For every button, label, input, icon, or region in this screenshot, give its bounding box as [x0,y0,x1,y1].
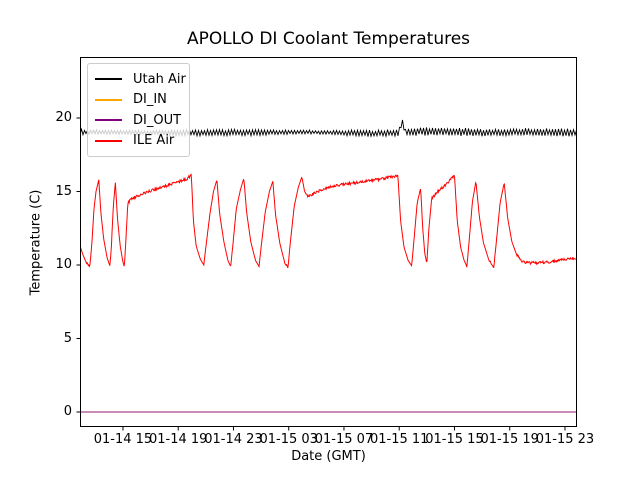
x-tick-label: 01-15 15 [425,432,484,447]
x-tick-label: 01-14 19 [148,432,208,447]
legend-label: DI_IN [133,92,167,108]
x-tick-label: 01-14 15 [93,432,153,447]
y-tick-label: 10 [55,257,72,272]
x-tick-label: 01-15 11 [369,432,429,447]
di-out-line-swatch [95,119,122,122]
x-tick-label: 01-15 03 [259,432,318,447]
x-tick-label: 01-15 07 [314,432,374,447]
legend-entry-di-out: DI_OUT [95,110,189,131]
x-axis-label: Date (GMT) [291,449,366,464]
y-tick-label: 20 [55,110,72,125]
legend-entry-di-in: DI_IN [95,90,189,111]
legend-label: Utah Air [133,71,186,87]
di-in-line-swatch [95,98,122,101]
series-line-ile-air [80,173,577,269]
axis-tick-marks [76,117,566,431]
y-tick-label: 0 [63,404,72,419]
axes-frame [80,57,577,427]
legend-label: ILE Air [133,133,175,149]
x-tick-label: 01-14 23 [204,432,263,447]
y-tick-label: 15 [55,183,72,199]
utah-air-line-swatch [95,78,122,81]
legend-box: Utah Air DI_IN DI_OUT ILE Air [87,63,190,157]
ile-air-line-swatch [95,139,122,142]
y-tick-label: 5 [63,330,72,346]
legend-label: DI_OUT [133,112,182,128]
chart-title: APOLLO DI Coolant Temperatures [186,29,471,49]
x-tick-label: 01-15 23 [535,432,595,447]
x-tick-label: 01-15 19 [480,432,539,447]
legend-entry-ile-air: ILE Air [95,131,189,152]
data-series-group [80,119,577,413]
legend-entry-utah-air: Utah Air [95,69,189,90]
